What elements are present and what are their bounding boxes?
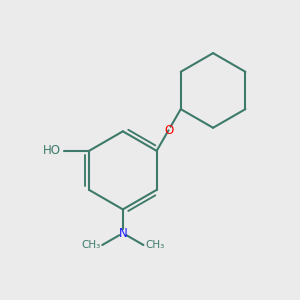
Text: O: O xyxy=(164,124,173,137)
Text: HO: HO xyxy=(43,144,61,157)
Text: CH₃: CH₃ xyxy=(145,240,164,250)
Text: N: N xyxy=(118,226,127,240)
Text: CH₃: CH₃ xyxy=(81,240,101,250)
